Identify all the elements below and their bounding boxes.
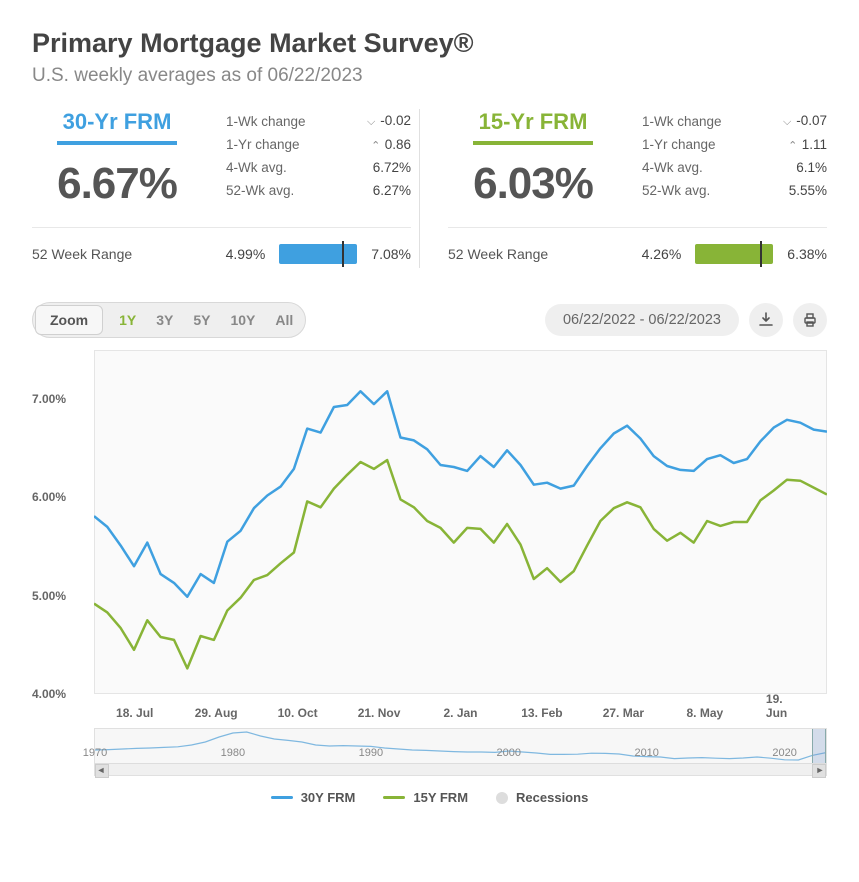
chart-navigator[interactable]: 197019801990200020102020 ◄► — [94, 728, 827, 776]
stat-value: 6.27% — [357, 183, 411, 198]
stat-value: 6.72% — [357, 160, 411, 175]
panel-frm15: 15-Yr FRM 6.03% 1-Wk change ⌵-0.07 1-Yr … — [419, 109, 827, 268]
stat-row: 1-Yr change ⌃0.86 — [226, 133, 411, 156]
summary-panels: 30-Yr FRM 6.67% 1-Wk change ⌵-0.02 1-Yr … — [32, 109, 827, 268]
stat-label: 1-Wk change — [642, 114, 722, 129]
legend-label: 15Y FRM — [413, 790, 468, 805]
up-arrow-icon: ⌃ — [786, 139, 800, 152]
stats-col: 1-Wk change ⌵-0.07 1-Yr change ⌃1.11 4-W… — [642, 109, 827, 209]
main-chart[interactable]: 4.00% 5.00% 6.00% 7.00% 18. Jul 29. Aug 10. O… — [32, 350, 827, 720]
zoom-10y[interactable]: 10Y — [220, 306, 265, 334]
stat-value: 5.55% — [773, 183, 827, 198]
rate-name: 15-Yr FRM — [448, 109, 618, 135]
down-arrow-icon: ⌵ — [780, 116, 794, 129]
zoom-3y[interactable]: 3Y — [146, 306, 183, 334]
rate-value: 6.67% — [32, 159, 202, 209]
stat-row: 4-Wk avg. 6.1% — [642, 156, 827, 179]
rate-underline — [57, 141, 177, 145]
stat-label: 1-Wk change — [226, 114, 306, 129]
page-title: Primary Mortgage Market Survey® — [32, 28, 827, 59]
stat-row: 1-Yr change ⌃1.11 — [642, 133, 827, 156]
navigator-window[interactable] — [812, 729, 826, 763]
navigator-decade-label: 2020 — [772, 747, 796, 759]
stat-label: 52-Wk avg. — [642, 183, 710, 198]
range-low: 4.26% — [642, 246, 682, 262]
x-axis-label: 8. May — [686, 706, 723, 720]
y-axis-label: 5.00% — [32, 589, 66, 603]
legend-swatch — [383, 796, 405, 799]
y-axis-label: 4.00% — [32, 687, 66, 701]
legend-item-15y-frm[interactable]: 15Y FRM — [383, 790, 468, 805]
range-label: 52 Week Range — [448, 246, 548, 262]
x-axis-label: 10. Oct — [278, 706, 318, 720]
stat-value: ⌵-0.02 — [364, 113, 411, 129]
rate-value: 6.03% — [448, 159, 618, 209]
stat-label: 4-Wk avg. — [226, 160, 287, 175]
stat-row: 1-Wk change ⌵-0.07 — [642, 109, 827, 133]
stat-value: ⌃1.11 — [786, 137, 827, 152]
zoom-all[interactable]: All — [265, 306, 303, 334]
chart-legend: 30Y FRM 15Y FRM Recessions — [32, 790, 827, 805]
navigator-decade-label: 1970 — [83, 747, 107, 759]
navigator-decade-label: 1990 — [359, 747, 383, 759]
stat-row: 52-Wk avg. 6.27% — [226, 179, 411, 202]
panel-frm30: 30-Yr FRM 6.67% 1-Wk change ⌵-0.02 1-Yr … — [32, 109, 411, 268]
navigator-decade-label: 2000 — [497, 747, 521, 759]
range-high: 7.08% — [371, 246, 411, 262]
navigator-sparkline — [95, 732, 826, 760]
range-high: 6.38% — [787, 246, 827, 262]
stat-label: 1-Yr change — [226, 137, 300, 152]
rate-name: 30-Yr FRM — [32, 109, 202, 135]
x-axis-label: 13. Feb — [521, 706, 562, 720]
stat-value: ⌵-0.07 — [780, 113, 827, 129]
x-axis-label: 19. Jun — [766, 692, 807, 720]
x-axis-label: 18. Jul — [116, 706, 153, 720]
zoom-label: Zoom — [35, 305, 103, 335]
zoom-group: Zoom 1Y3Y5Y10YAll — [32, 302, 306, 338]
range-marker — [342, 241, 344, 267]
range-low: 4.99% — [226, 246, 266, 262]
legend-item-recessions[interactable]: Recessions — [496, 790, 588, 805]
stat-label: 4-Wk avg. — [642, 160, 703, 175]
range-label: 52 Week Range — [32, 246, 132, 262]
range-bar — [279, 244, 357, 264]
legend-item-30y-frm[interactable]: 30Y FRM — [271, 790, 356, 805]
x-axis-label: 21. Nov — [358, 706, 401, 720]
x-axis-label: 2. Jan — [443, 706, 477, 720]
y-axis-label: 6.00% — [32, 490, 66, 504]
legend-label: Recessions — [516, 790, 588, 805]
stat-label: 52-Wk avg. — [226, 183, 294, 198]
date-range-display[interactable]: 06/22/2022 - 06/22/2023 — [545, 304, 739, 336]
up-arrow-icon: ⌃ — [369, 139, 383, 152]
navigator-scrollbar[interactable]: ◄► — [95, 763, 826, 775]
stat-label: 1-Yr change — [642, 137, 716, 152]
stat-row: 4-Wk avg. 6.72% — [226, 156, 411, 179]
zoom-5y[interactable]: 5Y — [183, 306, 220, 334]
page-subtitle: U.S. weekly averages as of 06/22/2023 — [32, 65, 827, 87]
stat-row: 1-Wk change ⌵-0.02 — [226, 109, 411, 133]
stat-value: ⌃0.86 — [369, 137, 411, 152]
navigator-decade-label: 1980 — [221, 747, 245, 759]
download-icon[interactable] — [749, 303, 783, 337]
stats-col: 1-Wk change ⌵-0.02 1-Yr change ⌃0.86 4-W… — [226, 109, 411, 209]
navigator-decade-label: 2010 — [634, 747, 658, 759]
legend-swatch — [496, 792, 508, 804]
x-axis-label: 29. Aug — [195, 706, 238, 720]
down-arrow-icon: ⌵ — [364, 116, 378, 129]
y-axis-label: 7.00% — [32, 392, 66, 406]
zoom-1y[interactable]: 1Y — [109, 306, 146, 334]
x-axis-label: 27. Mar — [603, 706, 644, 720]
stat-row: 52-Wk avg. 5.55% — [642, 179, 827, 202]
legend-label: 30Y FRM — [301, 790, 356, 805]
range-bar — [695, 244, 773, 264]
legend-swatch — [271, 796, 293, 799]
chart-controls: Zoom 1Y3Y5Y10YAll 06/22/2022 - 06/22/202… — [32, 302, 827, 338]
rate-underline — [473, 141, 593, 145]
range-marker — [760, 241, 762, 267]
print-icon[interactable] — [793, 303, 827, 337]
stat-value: 6.1% — [780, 160, 827, 175]
